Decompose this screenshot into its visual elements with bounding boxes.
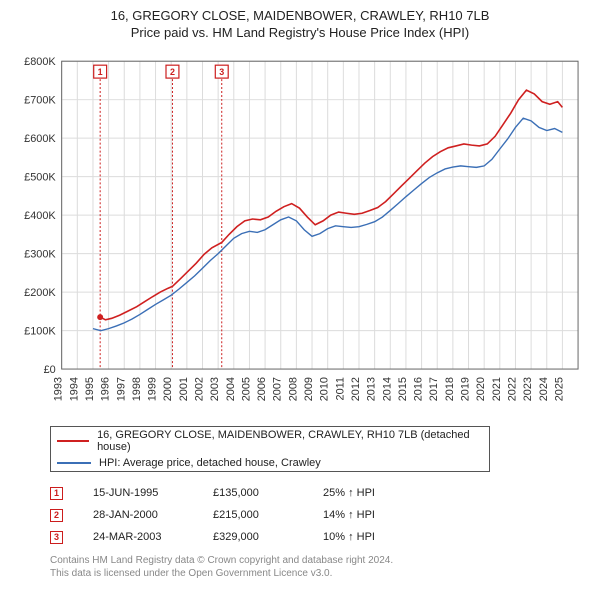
- chart-container: { "title_line1": "16, GREGORY CLOSE, MAI…: [0, 0, 600, 590]
- svg-text:2004: 2004: [225, 377, 237, 401]
- svg-text:1997: 1997: [115, 377, 127, 401]
- chart-plot-area: £0 £100K £200K £300K £400K £500K £600K £700K £80…: [14, 48, 586, 420]
- sale-price: £215,000: [213, 509, 323, 521]
- sale-date: 28-JAN-2000: [93, 509, 213, 521]
- svg-text:2010: 2010: [319, 377, 331, 401]
- sale-hpi: 10% ↑ HPI: [323, 531, 433, 543]
- legend-item: HPI: Average price, detached house, Craw…: [51, 455, 489, 471]
- svg-text:3: 3: [219, 67, 224, 77]
- svg-text:2000: 2000: [162, 377, 174, 401]
- line-chart-svg: £0 £100K £200K £300K £400K £500K £600K £700K £80…: [14, 48, 586, 420]
- svg-text:2018: 2018: [444, 377, 456, 401]
- svg-text:£500K: £500K: [24, 172, 56, 184]
- sale-price: £329,000: [213, 531, 323, 543]
- svg-text:£300K: £300K: [24, 249, 56, 261]
- svg-text:£700K: £700K: [24, 95, 56, 107]
- svg-text:1998: 1998: [131, 377, 143, 401]
- footer-line-1: Contains HM Land Registry data © Crown c…: [50, 554, 586, 567]
- svg-text:2023: 2023: [522, 377, 534, 401]
- svg-text:2003: 2003: [209, 377, 221, 401]
- chart-title-address: 16, GREGORY CLOSE, MAIDENBOWER, CRAWLEY,…: [14, 8, 586, 23]
- svg-text:1994: 1994: [68, 377, 80, 401]
- svg-text:2019: 2019: [460, 377, 472, 401]
- sale-hpi: 25% ↑ HPI: [323, 487, 433, 499]
- svg-text:1993: 1993: [53, 377, 65, 401]
- svg-text:2016: 2016: [413, 377, 425, 401]
- sales-table: 1 15-JUN-1995£135,00025% ↑ HPI 2 28-JAN-200…: [50, 482, 586, 548]
- svg-text:2014: 2014: [381, 377, 393, 401]
- svg-text:1995: 1995: [84, 377, 96, 401]
- svg-text:2006: 2006: [256, 377, 268, 401]
- svg-text:2002: 2002: [193, 377, 205, 401]
- svg-text:£200K: £200K: [24, 287, 56, 299]
- sale-marker: 1: [50, 487, 63, 500]
- svg-text:£400K: £400K: [24, 210, 56, 222]
- svg-text:2024: 2024: [538, 377, 550, 401]
- svg-text:2011: 2011: [334, 377, 346, 400]
- svg-text:1: 1: [98, 67, 103, 77]
- svg-text:2020: 2020: [475, 377, 487, 401]
- svg-text:2022: 2022: [506, 377, 518, 401]
- svg-text:£800K: £800K: [24, 56, 56, 68]
- legend-swatch: [57, 462, 91, 464]
- legend-item: 16, GREGORY CLOSE, MAIDENBOWER, CRAWLEY,…: [51, 427, 489, 455]
- svg-text:2005: 2005: [240, 377, 252, 401]
- legend-label: 16, GREGORY CLOSE, MAIDENBOWER, CRAWLEY,…: [97, 429, 483, 453]
- svg-text:1999: 1999: [147, 377, 159, 401]
- legend-label: HPI: Average price, detached house, Craw…: [99, 457, 321, 469]
- svg-text:2025: 2025: [553, 377, 565, 401]
- svg-text:2001: 2001: [178, 377, 190, 401]
- footer-line-2: This data is licensed under the Open Gov…: [50, 567, 586, 580]
- svg-text:1996: 1996: [100, 377, 112, 401]
- svg-text:£600K: £600K: [24, 133, 56, 145]
- footer-attribution: Contains HM Land Registry data © Crown c…: [50, 554, 586, 580]
- sale-price: £135,000: [213, 487, 323, 499]
- svg-text:£100K: £100K: [24, 326, 56, 338]
- sale-row: 1 15-JUN-1995£135,00025% ↑ HPI: [50, 482, 586, 504]
- legend: 16, GREGORY CLOSE, MAIDENBOWER, CRAWLEY,…: [50, 426, 490, 472]
- svg-text:2009: 2009: [303, 377, 315, 401]
- svg-text:2012: 2012: [350, 377, 362, 401]
- sale-date: 24-MAR-2003: [93, 531, 213, 543]
- svg-text:2021: 2021: [491, 377, 503, 401]
- sale-marker: 3: [50, 531, 63, 544]
- sale-row: 2 28-JAN-2000£215,00014% ↑ HPI: [50, 504, 586, 526]
- svg-text:£0: £0: [44, 364, 56, 376]
- chart-title-subtitle: Price paid vs. HM Land Registry's House …: [14, 25, 586, 40]
- legend-swatch: [57, 440, 89, 442]
- svg-text:2007: 2007: [272, 377, 284, 401]
- svg-text:2015: 2015: [397, 377, 409, 401]
- svg-text:2013: 2013: [366, 377, 378, 401]
- svg-text:2: 2: [170, 67, 175, 77]
- sale-row: 3 24-MAR-2003£329,00010% ↑ HPI: [50, 526, 586, 548]
- sale-date: 15-JUN-1995: [93, 487, 213, 499]
- sale-hpi: 14% ↑ HPI: [323, 509, 433, 521]
- svg-text:2017: 2017: [428, 377, 440, 401]
- svg-text:2008: 2008: [287, 377, 299, 401]
- sale-marker: 2: [50, 509, 63, 522]
